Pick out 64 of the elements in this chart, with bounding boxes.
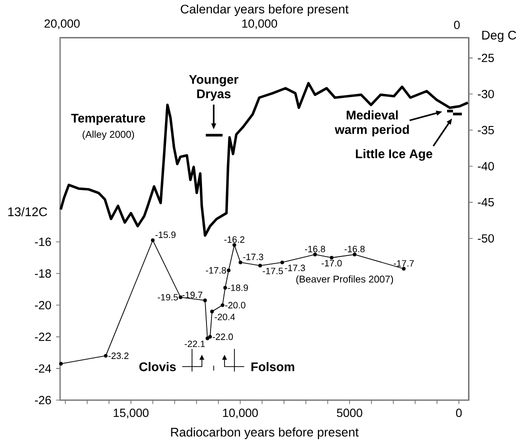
annotation: (Beaver Profiles 2007) (296, 275, 394, 284)
data-label: -17.8 (206, 266, 226, 274)
y2-tick-label: -35 (478, 126, 494, 134)
y-axis-title: 13/12C (8, 206, 48, 216)
data-label: -17.5 (262, 268, 283, 274)
point (330, 256, 334, 260)
data-label: -15.9 (155, 231, 176, 238)
point (59, 362, 63, 366)
point (210, 309, 214, 314)
data-label: -16.2 (224, 236, 244, 243)
annotation: Temperature (71, 114, 146, 125)
point (238, 260, 242, 264)
y-tick-label: -22 (34, 332, 51, 341)
x-tick-label: 0 (456, 408, 462, 417)
data-label: -17.7 (394, 260, 414, 266)
y2-tick-label: -50 (478, 234, 494, 242)
point (223, 286, 227, 290)
data-label: -17.3 (243, 253, 264, 260)
data-label: -16.8 (304, 246, 326, 252)
point (104, 354, 108, 358)
data-label: -17.3 (284, 264, 305, 271)
data-label: -20.0 (225, 302, 246, 308)
point (258, 264, 262, 268)
data-label: -22.0 (212, 333, 233, 340)
x-tick-label: 10,000 (223, 408, 258, 418)
data-label: -20.4 (214, 314, 235, 320)
x2-tick-label: 0 (454, 20, 460, 29)
x-tick-label: 5000 (336, 408, 362, 417)
point (203, 298, 207, 302)
annotation: Younger Dryas (189, 74, 238, 101)
annotation: Little Ice Age (356, 148, 432, 161)
annotation: Clovis (139, 362, 176, 371)
data-label: -23.2 (108, 352, 128, 359)
x2-axis-title: Calendar years before present (180, 4, 349, 16)
data-label: -19.5 (158, 294, 178, 300)
y-tick-label: -20 (34, 300, 52, 310)
y2-tick-label: -25 (478, 54, 494, 62)
y-tick-label: -16 (34, 237, 51, 246)
point (280, 260, 284, 264)
data-label: -22.1 (184, 340, 205, 347)
y2-tick-label: -30 (478, 90, 494, 98)
point (226, 268, 230, 272)
x-tick-label: 15,000 (114, 408, 149, 418)
data-label: -18.9 (228, 284, 248, 291)
point (206, 336, 210, 340)
data-label: -19.7 (182, 291, 202, 298)
y2-tick-label: -40 (478, 162, 494, 170)
y-tick-label: -24 (34, 364, 52, 372)
data-label: -16.8 (344, 246, 365, 252)
data-label: -17.0 (322, 260, 342, 266)
point (208, 334, 212, 338)
annotation: Medieval warm period (334, 110, 409, 136)
point (402, 266, 406, 270)
x2-tick-label: 10,000 (242, 19, 278, 29)
x2-tick-label: 20,000 (44, 19, 80, 29)
y2-axis-title: Deg C (482, 30, 516, 42)
annotation: Folsom (251, 362, 294, 371)
y-tick-label: -18 (34, 269, 51, 278)
point (220, 303, 224, 307)
annotation: (Alley 2000) (82, 130, 134, 140)
x-axis-title: Radiocarbon years before present (171, 427, 359, 439)
y-tick-label: -26 (34, 396, 51, 404)
y2-tick-label: -45 (478, 198, 494, 206)
point (150, 238, 155, 242)
